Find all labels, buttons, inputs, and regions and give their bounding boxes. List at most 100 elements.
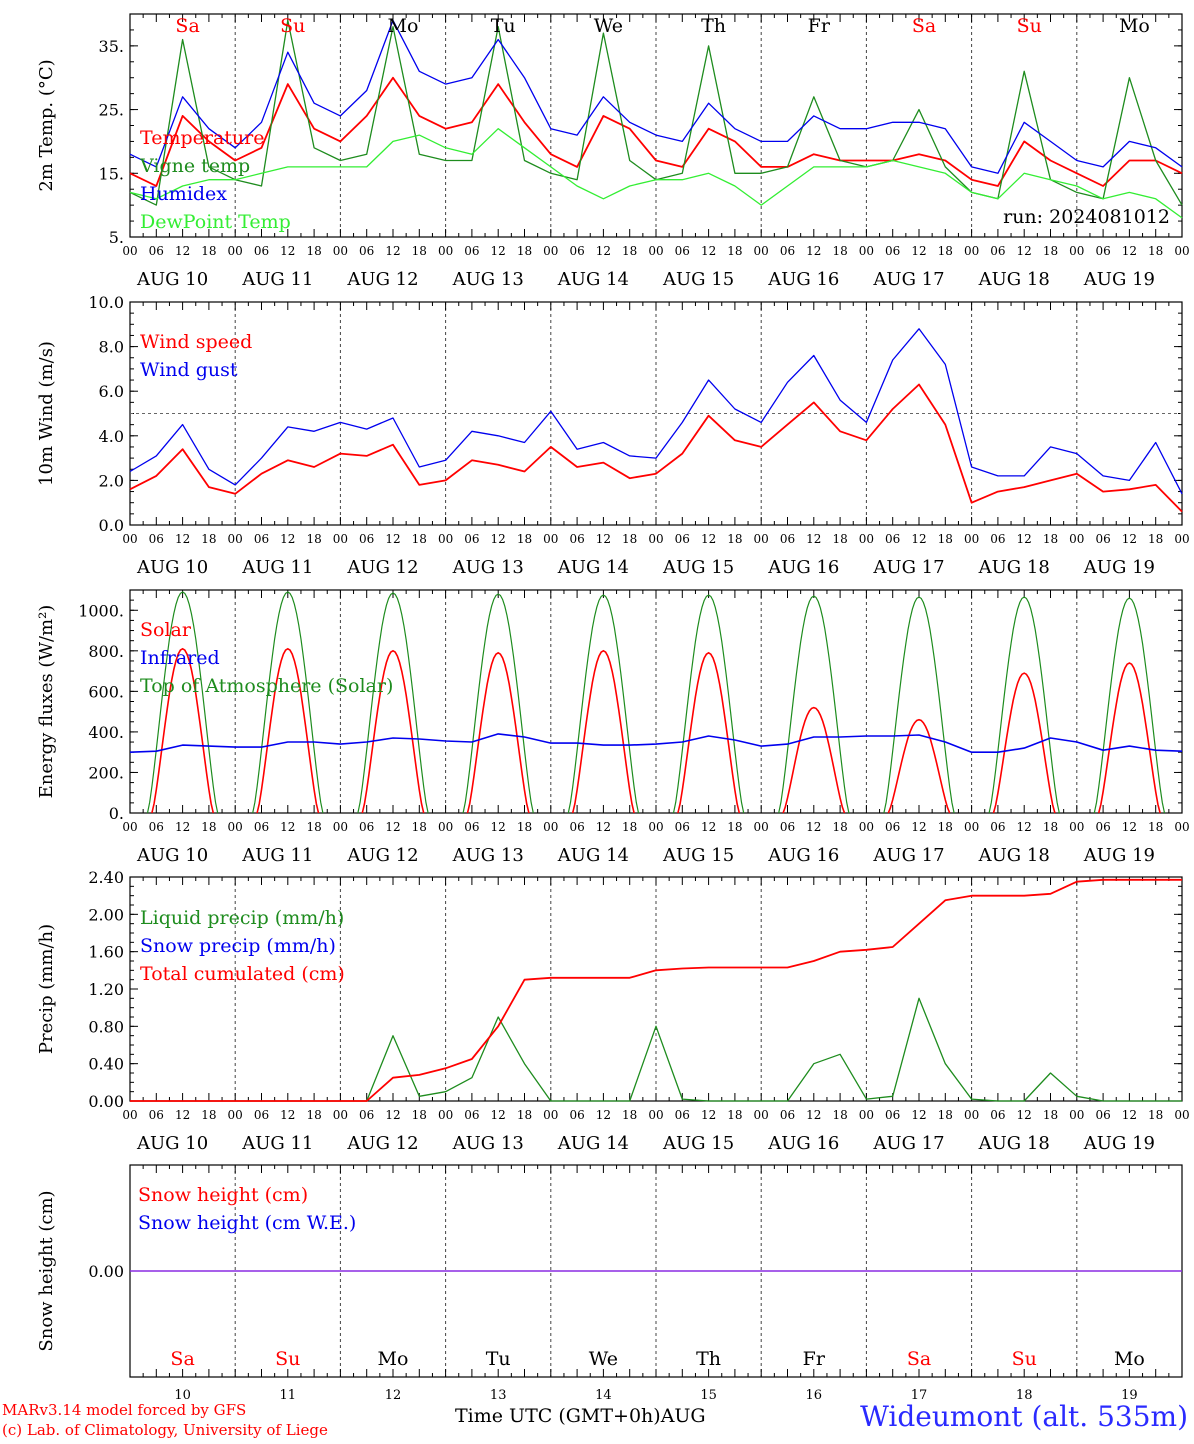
- y-axis-label: Energy fluxes (W/m²): [36, 605, 57, 799]
- y-axis-label: 10m Wind (m/s): [36, 341, 57, 486]
- hour-tick-label: 12: [491, 820, 506, 834]
- hour-tick-label: 06: [254, 820, 269, 834]
- hour-tick-label: 12: [1122, 1108, 1137, 1122]
- toa-solar-series: [462, 593, 534, 814]
- legend-label: Wind gust: [140, 359, 238, 381]
- date-label: AUG 15: [662, 557, 734, 578]
- hour-tick-label: 06: [569, 820, 584, 834]
- hour-tick-label: 00: [228, 244, 243, 258]
- hour-tick-label: 00: [648, 244, 663, 258]
- day-number-label: 14: [595, 1388, 612, 1403]
- hour-tick-label: 00: [543, 532, 558, 546]
- hour-tick-label: 18: [306, 820, 321, 834]
- weekday-label: Fr: [803, 1348, 826, 1370]
- hour-tick-label: 06: [254, 532, 269, 546]
- y-tick-label: 200.: [88, 763, 124, 782]
- weekday-label: Su: [1012, 1348, 1037, 1370]
- hour-tick-label: 06: [675, 244, 690, 258]
- toa-solar-series: [672, 594, 745, 814]
- hour-tick-label: 00: [333, 532, 348, 546]
- hour-tick-label: 00: [122, 1108, 137, 1122]
- date-label: AUG 18: [978, 269, 1050, 290]
- hour-tick-label: 18: [938, 820, 953, 834]
- hour-tick-label: 12: [806, 820, 821, 834]
- day-number-label: 17: [911, 1388, 928, 1403]
- hour-tick-label: 18: [622, 1108, 637, 1122]
- hour-tick-label: 18: [517, 244, 532, 258]
- hour-tick-label: 06: [149, 820, 164, 834]
- hour-tick-label: 00: [228, 1108, 243, 1122]
- hour-tick-label: 06: [780, 244, 795, 258]
- hour-tick-label: 18: [412, 1108, 427, 1122]
- date-label: AUG 10: [136, 845, 208, 866]
- toa-solar-series: [357, 592, 429, 814]
- date-label: AUG 18: [978, 1133, 1050, 1154]
- y-tick-label: 800.: [88, 642, 124, 661]
- legend-label: Snow precip (mm/h): [140, 935, 336, 957]
- y-axis-label: Snow height (cm): [36, 1190, 57, 1351]
- hour-tick-label: 00: [1174, 1108, 1189, 1122]
- hour-tick-label: 00: [964, 1108, 979, 1122]
- hour-tick-label: 12: [280, 1108, 295, 1122]
- hour-tick-label: 18: [517, 532, 532, 546]
- hour-tick-label: 06: [149, 244, 164, 258]
- total-cumulated-cm--series: [130, 878, 1182, 1102]
- hour-tick-label: 12: [1017, 820, 1032, 834]
- y-tick-label: 35.: [99, 37, 124, 56]
- legend-label: DewPoint Temp: [140, 211, 291, 233]
- hour-tick-label: 18: [1148, 244, 1163, 258]
- hour-tick-label: 12: [596, 244, 611, 258]
- y-tick-label: 1.60: [88, 943, 124, 962]
- date-label: AUG 12: [346, 557, 418, 578]
- hour-tick-label: 06: [569, 532, 584, 546]
- hour-tick-label: 06: [149, 1108, 164, 1122]
- y-tick-label: 2.40: [88, 868, 124, 887]
- run-label: run: 2024081012: [1003, 206, 1170, 228]
- hour-tick-label: 12: [280, 244, 295, 258]
- hour-tick-label: 06: [254, 1108, 269, 1122]
- hour-tick-label: 12: [806, 1108, 821, 1122]
- hour-tick-label: 12: [385, 244, 400, 258]
- weekday-label: Mo: [378, 1348, 409, 1370]
- date-label: AUG 11: [241, 557, 313, 578]
- hour-tick-label: 00: [859, 820, 874, 834]
- date-label: AUG 11: [241, 1133, 313, 1154]
- credits: MARv3.14 model forced by GFS (c) Lab. of…: [2, 1400, 328, 1440]
- hour-tick-label: 00: [754, 820, 769, 834]
- legend-label: Vigne temp: [139, 155, 250, 177]
- temperature-series: [129, 76, 1183, 187]
- y-tick-label: 0.0: [99, 516, 124, 535]
- date-label: AUG 17: [872, 269, 944, 290]
- hour-tick-label: 00: [1069, 820, 1084, 834]
- date-label: AUG 19: [1083, 269, 1155, 290]
- date-label: AUG 13: [452, 269, 524, 290]
- hour-tick-label: 18: [412, 532, 427, 546]
- date-label: AUG 10: [136, 1133, 208, 1154]
- hour-tick-label: 12: [1122, 820, 1137, 834]
- date-label: AUG 19: [1083, 1133, 1155, 1154]
- hour-tick-label: 06: [464, 532, 479, 546]
- y-tick-label: 0.: [109, 804, 124, 823]
- date-label: AUG 12: [346, 845, 418, 866]
- weekday-label: Sa: [912, 15, 936, 37]
- hour-tick-label: 12: [701, 1108, 716, 1122]
- day-number-label: 12: [385, 1388, 402, 1403]
- panel-frame-energy: [129, 589, 1183, 814]
- date-label: AUG 14: [557, 557, 629, 578]
- hour-tick-label: 00: [1069, 532, 1084, 546]
- toa-solar-series: [988, 596, 1060, 814]
- hour-tick-label: 00: [1174, 244, 1189, 258]
- hour-tick-label: 00: [1174, 820, 1189, 834]
- weekday-label: Fr: [808, 15, 831, 37]
- hour-tick-label: 18: [727, 244, 742, 258]
- humidex-series: [129, 19, 1183, 174]
- date-label: AUG 13: [452, 557, 524, 578]
- toa-solar-series: [1093, 597, 1166, 814]
- hour-tick-label: 18: [412, 820, 427, 834]
- hour-tick-label: 18: [201, 820, 216, 834]
- hour-tick-label: 00: [964, 820, 979, 834]
- date-label: AUG 18: [978, 845, 1050, 866]
- hour-tick-label: 00: [543, 1108, 558, 1122]
